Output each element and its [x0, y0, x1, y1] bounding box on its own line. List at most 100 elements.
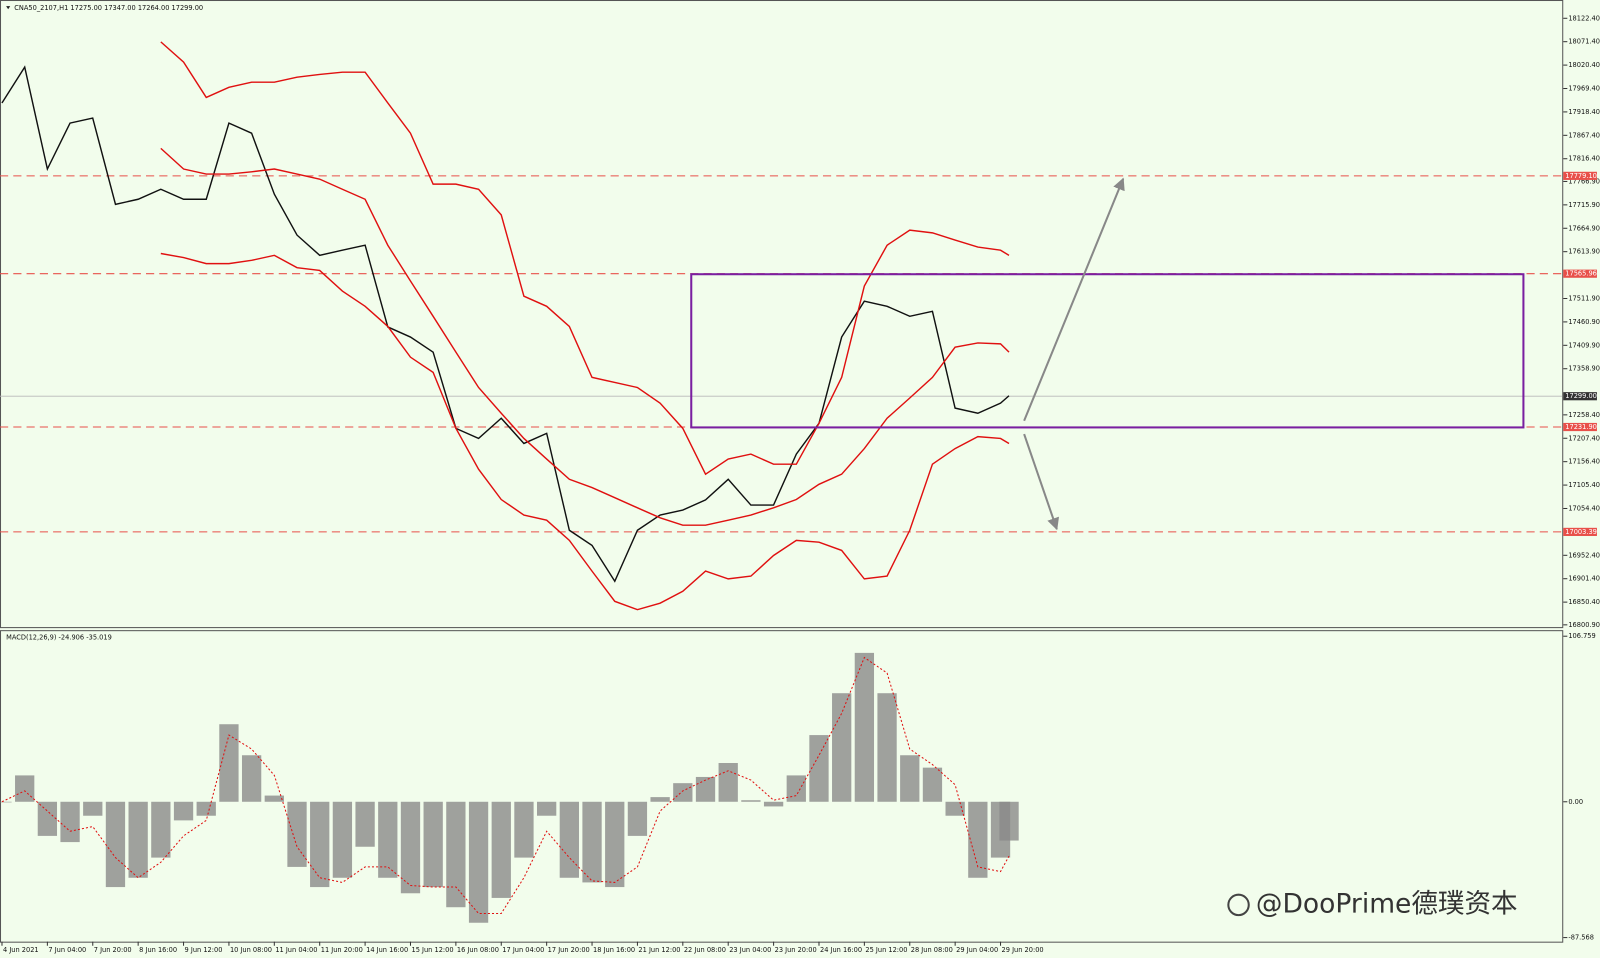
histogram-bar [832, 693, 852, 802]
histogram-bar [37, 801, 58, 836]
histogram-bar [559, 801, 579, 878]
y-tick-label: 17715.90 [1568, 201, 1600, 209]
price-tag [1563, 392, 1597, 401]
y-tick-label: 17258.40 [1568, 411, 1600, 419]
level-tag [1563, 269, 1597, 278]
x-tick-label: 17 Jun 04:00 [502, 946, 544, 954]
histogram-bar [673, 783, 693, 802]
histogram-bar [151, 801, 171, 858]
menu-icon [6, 6, 11, 10]
histogram-bar [900, 755, 920, 802]
x-tick-label: 21 Jun 12:00 [638, 946, 680, 954]
y-tick-label: 17054.40 [1568, 504, 1600, 512]
x-tick-label: 22 Jun 08:00 [684, 946, 726, 954]
x-tick-label: 7 Jun 20:00 [94, 946, 132, 954]
histogram-bar [287, 801, 307, 867]
histogram-bar [922, 767, 943, 802]
x-tick-label: 23 Jun 20:00 [775, 946, 817, 954]
y-tick-label: 17664.90 [1568, 224, 1600, 232]
y-tick-label: 0.00 [1568, 798, 1583, 806]
histogram-bar [0, 801, 12, 803]
histogram-bar [582, 801, 602, 883]
macd-panel [0, 630, 1564, 943]
x-tick-label: 25 Jun 12:00 [865, 946, 907, 954]
histogram-bar [605, 801, 625, 888]
y-tick-label: 16800.90 [1568, 621, 1600, 629]
y-tick-label: 16850.40 [1568, 598, 1600, 606]
histogram-bar [695, 776, 716, 802]
x-tick-label: 17 Jun 20:00 [548, 946, 590, 954]
histogram-bar [400, 801, 421, 894]
y-tick-label: 17613.90 [1568, 248, 1600, 256]
y-tick-label: 18020.40 [1568, 61, 1600, 69]
level-tag [1563, 422, 1597, 432]
x-tick-label: 18 Jun 16:00 [593, 946, 635, 954]
x-tick-label: 24 Jun 16:00 [820, 946, 862, 954]
histogram-bar [809, 735, 829, 802]
histogram-bar [378, 801, 398, 878]
x-tick-label: 28 Jun 08:00 [911, 946, 953, 954]
x-tick-label: 8 Jun 16:00 [139, 946, 177, 954]
price-title: CNA50_2107,H1 17275.00 17347.00 17264.00… [14, 4, 203, 12]
series-line [1, 65, 1010, 583]
x-tick-label: 11 Jun 04:00 [275, 946, 317, 954]
y-tick-label: 17969.40 [1568, 85, 1600, 93]
level-label: 17003.39 [1565, 528, 1597, 536]
y-tick-label: 17918.40 [1568, 108, 1600, 116]
histogram-bar [968, 801, 988, 878]
histogram-bar [514, 801, 534, 858]
histogram-bar [332, 801, 353, 878]
series-line [160, 41, 1010, 476]
histogram-bar [999, 801, 1019, 841]
down-arrow [1023, 433, 1060, 531]
level-label: 17779.10 [1565, 172, 1597, 180]
histogram-bar [219, 724, 239, 802]
y-tick-label: 18122.40 [1568, 14, 1600, 22]
x-tick-label: 15 Jun 12:00 [412, 946, 454, 954]
histogram-bar [718, 762, 738, 802]
level-label: 17565.96 [1565, 270, 1597, 278]
histogram-bar [173, 801, 194, 821]
histogram-bar [355, 801, 375, 847]
histogram-bar [423, 801, 443, 888]
y-tick-label: 17358.90 [1568, 365, 1600, 373]
x-tick-label: 11 Jun 20:00 [321, 946, 363, 954]
histogram-bar [15, 775, 35, 802]
y-tick-label: 17816.40 [1568, 155, 1600, 163]
histogram-bar [446, 801, 466, 908]
x-tick-label: 14 Jun 16:00 [366, 946, 408, 954]
watermark: @DooPrime德璞资本 [1256, 888, 1518, 919]
histogram-bar [491, 801, 511, 898]
y-tick-label: 18071.40 [1568, 38, 1600, 46]
y-tick-label: 17867.40 [1568, 131, 1600, 139]
series-line [1, 656, 1010, 914]
x-tick-label: 7 Jun 04:00 [48, 946, 86, 954]
level-tag [1563, 527, 1597, 536]
histogram-bar [105, 801, 126, 888]
histogram-bar [877, 693, 897, 802]
x-tick-label: 29 Jun 20:00 [1002, 946, 1044, 954]
price-panel [0, 0, 1564, 629]
histogram-bar [468, 801, 489, 923]
histogram-bar [627, 801, 648, 836]
y-tick-label: 106.759 [1568, 632, 1595, 640]
level-tag [1563, 171, 1597, 180]
series-line [160, 252, 1010, 611]
histogram-bar [763, 801, 784, 807]
x-tick-label: 4 Jun 2021 [3, 946, 39, 954]
x-tick-label: 23 Jun 04:00 [729, 946, 771, 954]
y-tick-label: 17156.40 [1568, 458, 1600, 466]
x-tick-label: 10 Jun 08:00 [230, 946, 272, 954]
current-price-label: 17299.00 [1565, 392, 1597, 400]
histogram-bar [196, 801, 216, 816]
histogram-bar [945, 801, 965, 816]
histogram-bar [83, 801, 103, 816]
histogram-bar [650, 797, 670, 802]
histogram-bar [741, 800, 761, 802]
y-tick-label: 16901.40 [1568, 575, 1600, 583]
plot-layer: 18122.40 18071.40 18020.40 17969.40 17918.40… [0, 14, 1600, 954]
histogram-bar [786, 775, 806, 802]
histogram-bar [128, 801, 148, 878]
